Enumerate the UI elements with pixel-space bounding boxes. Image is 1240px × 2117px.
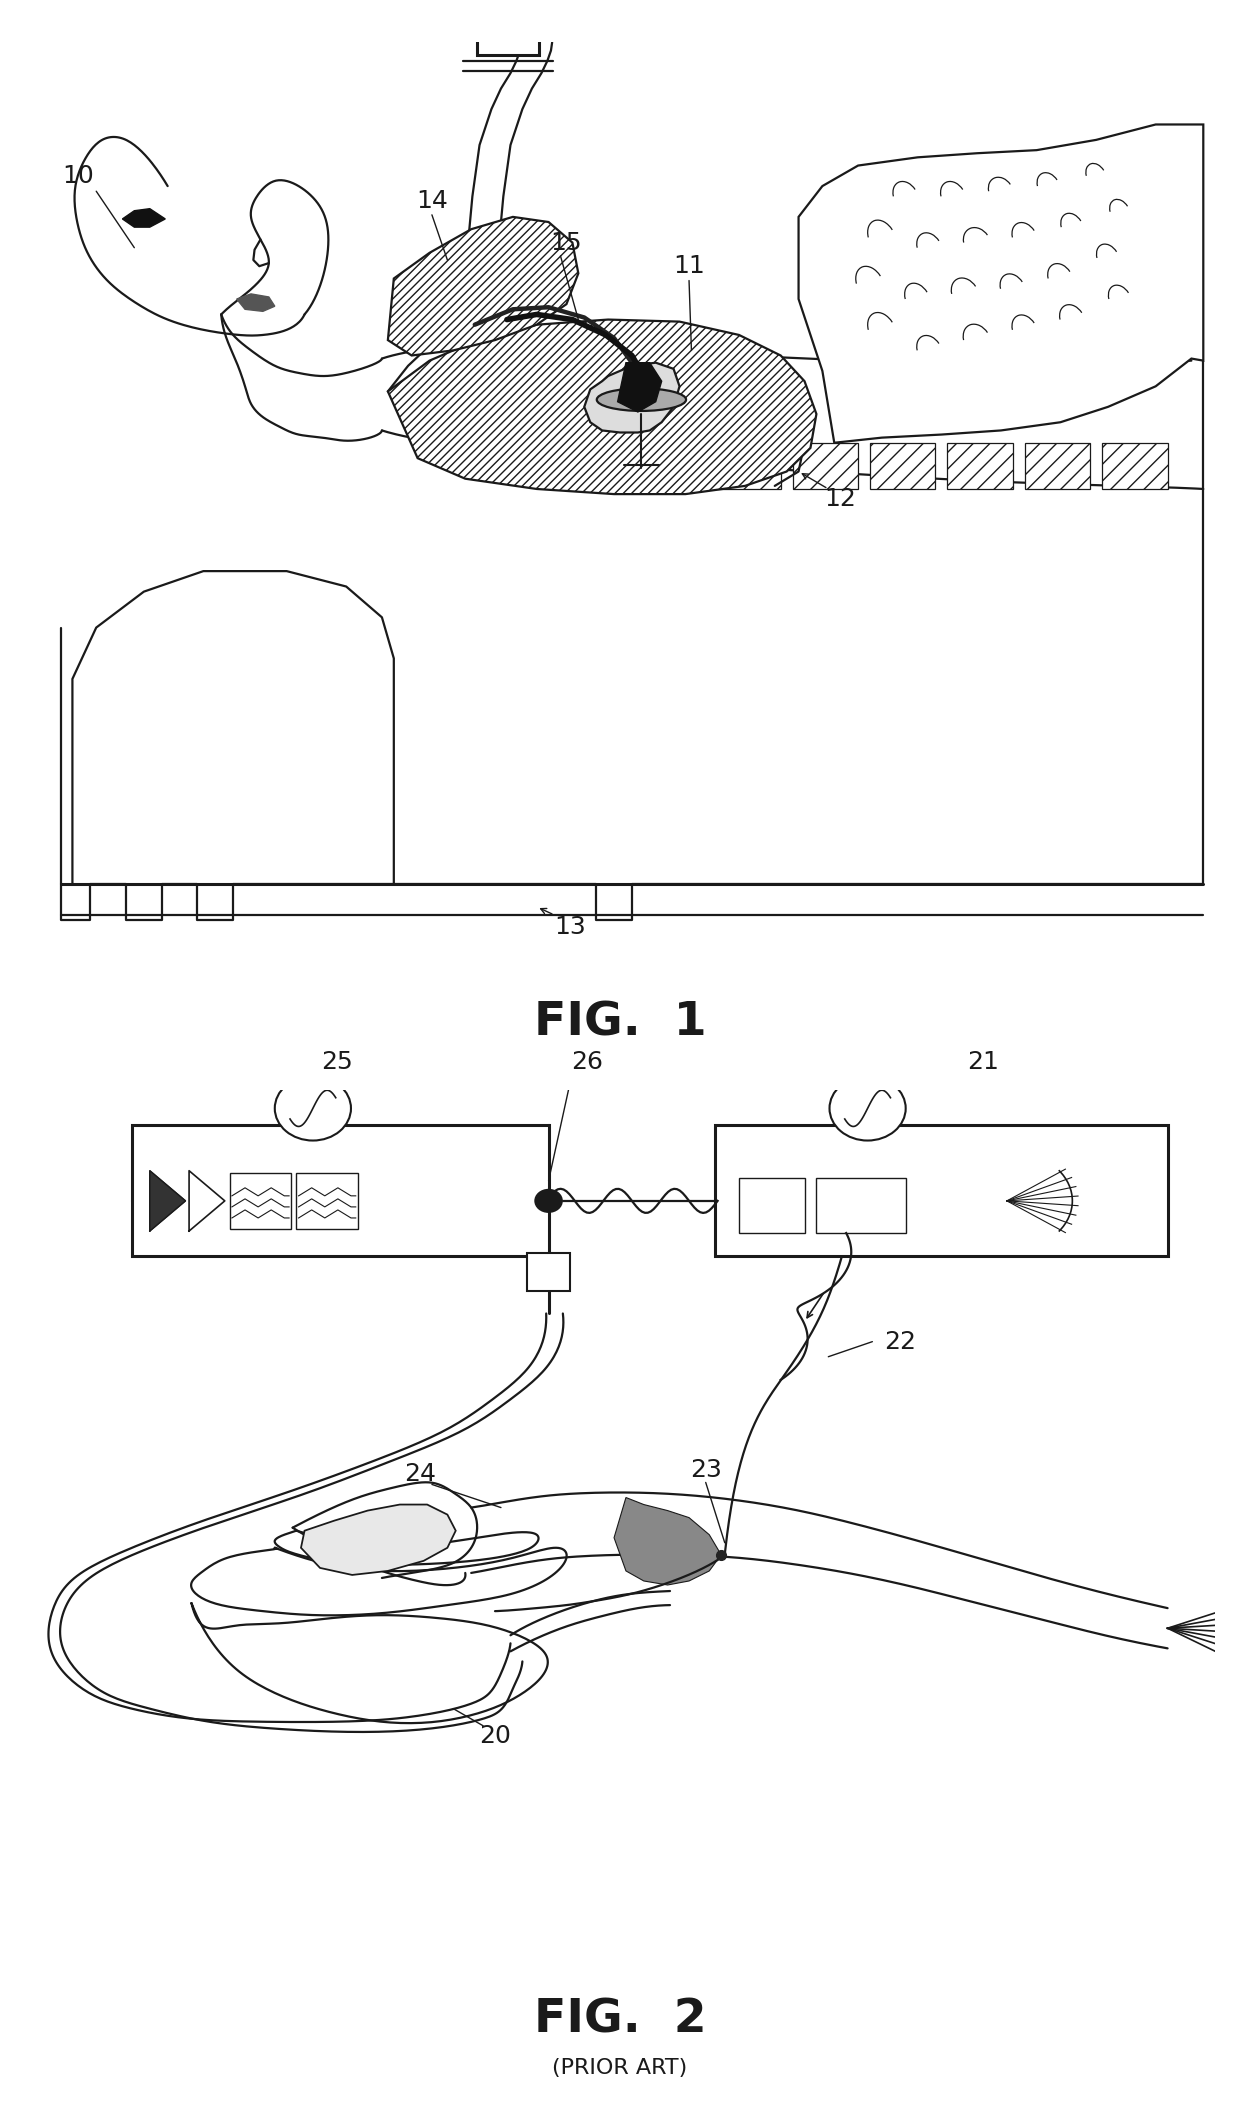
Polygon shape xyxy=(237,294,275,311)
Bar xyxy=(477,19,539,55)
Ellipse shape xyxy=(596,387,686,411)
Bar xyxy=(296,1173,358,1230)
Text: 10: 10 xyxy=(62,163,94,188)
Polygon shape xyxy=(123,210,165,227)
Polygon shape xyxy=(614,1497,722,1586)
Text: 11: 11 xyxy=(673,254,704,277)
Circle shape xyxy=(534,1190,563,1213)
Text: 25: 25 xyxy=(321,1050,352,1073)
Text: (PRIOR ART): (PRIOR ART) xyxy=(552,2058,688,2077)
Text: 14: 14 xyxy=(415,191,448,214)
Bar xyxy=(527,1253,570,1291)
Text: 12: 12 xyxy=(825,487,856,510)
Text: 22: 22 xyxy=(884,1329,916,1353)
Bar xyxy=(870,442,935,489)
Text: 20: 20 xyxy=(479,1723,511,1749)
Bar xyxy=(1102,442,1168,489)
Circle shape xyxy=(830,1075,905,1141)
Text: FIG.  1: FIG. 1 xyxy=(533,1001,707,1046)
Bar xyxy=(715,442,781,489)
Polygon shape xyxy=(301,1505,456,1575)
Bar xyxy=(816,1177,905,1232)
Polygon shape xyxy=(150,1171,186,1232)
Circle shape xyxy=(275,1075,351,1141)
Text: 21: 21 xyxy=(967,1050,999,1073)
Bar xyxy=(739,1177,805,1232)
Bar xyxy=(229,1173,291,1230)
Polygon shape xyxy=(388,320,816,493)
Text: FIG.  2: FIG. 2 xyxy=(533,1998,707,2043)
Polygon shape xyxy=(188,1171,224,1232)
Text: 15: 15 xyxy=(551,231,583,254)
Bar xyxy=(1024,442,1090,489)
Bar xyxy=(715,1126,1168,1255)
Bar xyxy=(486,11,529,34)
Bar xyxy=(792,442,858,489)
Text: 23: 23 xyxy=(689,1459,722,1482)
Polygon shape xyxy=(584,362,680,432)
Bar xyxy=(131,1126,548,1255)
Polygon shape xyxy=(799,125,1203,442)
Text: 26: 26 xyxy=(570,1050,603,1073)
Polygon shape xyxy=(618,362,662,413)
Text: 13: 13 xyxy=(554,915,585,940)
Bar xyxy=(947,442,1013,489)
Polygon shape xyxy=(388,216,578,356)
Text: 24: 24 xyxy=(404,1463,436,1486)
